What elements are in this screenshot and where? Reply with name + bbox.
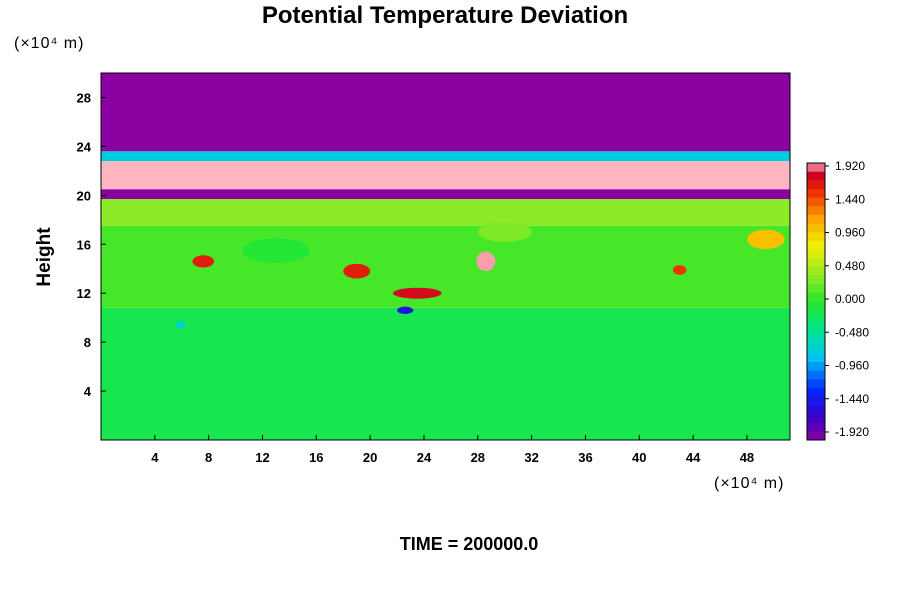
time-readout: TIME = 200000.0: [400, 534, 539, 554]
colorbar-swatch: [807, 197, 825, 207]
colorbar-swatch: [807, 414, 825, 424]
colorbar-tick-label: 1.440: [835, 192, 865, 206]
colorbar-tick-label: 1.920: [835, 159, 865, 173]
colorbar-tick-label: 0.480: [835, 259, 865, 273]
colorbar-swatch: [807, 214, 825, 225]
x-tick-label: 32: [524, 450, 538, 465]
colorbar-swatch: [807, 327, 825, 337]
colorbar-swatch: [807, 388, 825, 398]
colorbar-swatch: [807, 353, 825, 363]
heatmap-layer-3: [101, 189, 790, 200]
colorbar-swatch: [807, 266, 825, 277]
x-tick-label: 16: [309, 450, 323, 465]
colorbar-tick-label: 0.000: [835, 292, 865, 306]
colorbar-swatch: [807, 292, 825, 302]
colorbar-swatch: [807, 422, 825, 432]
heatmap-layer-4: [101, 161, 790, 190]
heatmap-layer-0: [101, 307, 790, 440]
colorbar-tick-label: -1.440: [835, 392, 869, 406]
heatmap-feature-6: [397, 306, 414, 314]
heatmap-feature-1: [343, 263, 371, 279]
colorbar-swatch: [807, 310, 825, 320]
x-tick-label: 28: [471, 450, 485, 465]
heatmap-feature-3: [476, 251, 496, 272]
y-tick-label: 12: [77, 286, 91, 301]
x-axis: 4 8 12 16 20 24 28 32 36 40 44 48: [151, 435, 754, 465]
x-axis-unit: (×10⁴ m): [714, 475, 784, 492]
y-tick-label: 4: [84, 384, 92, 399]
heatmap-feature-4: [672, 265, 687, 275]
colorbar-swatch: [807, 405, 825, 415]
colorbar-swatch: [807, 431, 825, 441]
x-tick-label: 24: [417, 450, 432, 465]
colorbar-tick-label: -0.960: [835, 359, 869, 373]
x-tick-label: 20: [363, 450, 377, 465]
chart-title: Potential Temperature Deviation: [262, 2, 628, 29]
colorbar-swatch: [807, 362, 825, 372]
colorbar-swatch: [807, 171, 825, 181]
colorbar-swatch: [807, 188, 825, 199]
y-tick-label: 16: [77, 237, 91, 252]
heatmap-feature-7: [175, 321, 186, 329]
colorbar-tick-label: -1.920: [835, 425, 869, 439]
colorbar-tick-label: 0.960: [835, 226, 865, 240]
heatmap-feature-5: [746, 229, 785, 250]
x-tick-label: 40: [632, 450, 646, 465]
heatmap-layer-6: [101, 73, 790, 152]
colorbar-swatch: [807, 258, 825, 268]
colorbar-swatch: [807, 318, 825, 328]
colorbar-swatch: [807, 396, 825, 406]
colorbar-swatch: [807, 163, 825, 173]
y-tick-label: 28: [77, 90, 91, 105]
y-tick-label: 20: [77, 188, 91, 203]
colorbar-swatch: [807, 275, 825, 285]
heatmap-feature-2: [393, 287, 442, 299]
colorbar-swatch: [807, 370, 825, 380]
colorbar-swatch: [807, 180, 825, 190]
x-tick-label: 8: [205, 450, 212, 465]
x-tick-label: 36: [578, 450, 592, 465]
colorbar-swatch: [807, 284, 825, 294]
heatmap-feature-0: [192, 255, 215, 268]
x-tick-label: 44: [686, 450, 701, 465]
colorbar-swatch: [807, 206, 825, 216]
heatmap-layer-5: [101, 151, 790, 162]
colorbar-swatch: [807, 379, 825, 389]
x-tick-label: 12: [255, 450, 269, 465]
colorbar-swatch: [807, 223, 825, 233]
y-axis-unit: (×10⁴ m): [14, 35, 84, 52]
heatmap-plot-area: [100, 72, 791, 441]
colorbar-swatch: [807, 249, 825, 259]
y-tick-label: 8: [84, 335, 91, 350]
y-axis: 4 8 12 16 20 24 28: [77, 90, 106, 399]
colorbar-swatch: [807, 336, 825, 346]
colorbar-swatch: [807, 301, 825, 311]
heatmap-layer-2: [101, 199, 790, 226]
colorbar-tick-label: -0.480: [835, 325, 869, 339]
colorbar-swatch: [807, 344, 825, 354]
colorbar-swatch: [807, 232, 825, 242]
x-tick-label: 48: [740, 450, 754, 465]
heatmap-feature-8: [477, 222, 532, 242]
colorbar: 1.920 1.440 0.960 0.480 0.000 -0.480 -0.960 -1.…: [806, 159, 869, 441]
x-tick-label: 4: [151, 450, 159, 465]
y-axis-label: Height: [34, 227, 55, 287]
heatmap-feature-9: [242, 238, 310, 263]
plot-frame: [100, 72, 791, 441]
colorbar-frame: [806, 162, 826, 441]
colorbar-swatch: [807, 240, 825, 251]
y-tick-label: 24: [77, 139, 92, 154]
